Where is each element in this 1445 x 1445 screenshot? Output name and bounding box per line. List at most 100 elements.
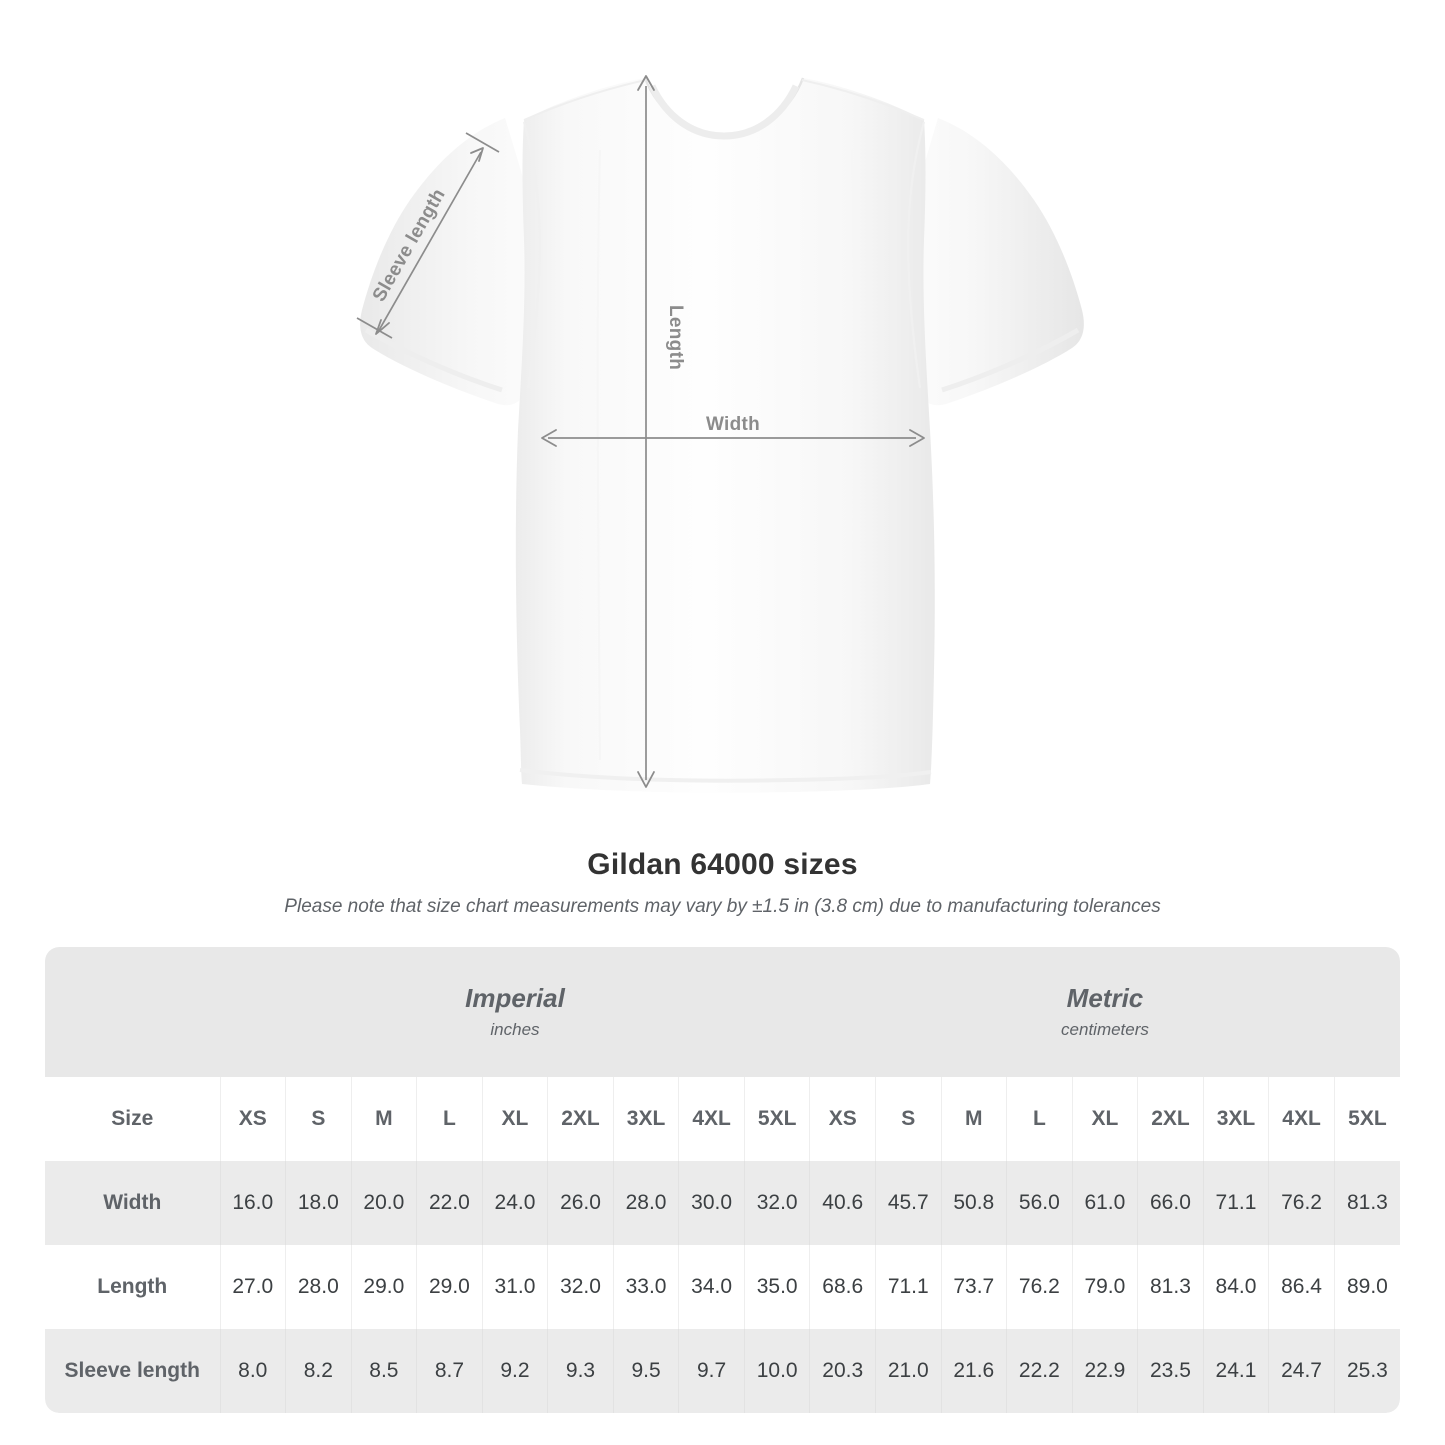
- size-header-cell: 4XL: [1268, 1077, 1335, 1161]
- value-cell: 68.6: [809, 1245, 876, 1329]
- value-cell: 9.2: [481, 1329, 548, 1413]
- value-cell: 20.0: [350, 1161, 417, 1245]
- width-arrow-right: [909, 429, 925, 447]
- value-cell: 31.0: [481, 1245, 548, 1329]
- value-cell: 8.2: [285, 1329, 352, 1413]
- value-cell: 73.7: [940, 1245, 1007, 1329]
- value-cell: 24.1: [1202, 1329, 1269, 1413]
- value-cell: 22.9: [1071, 1329, 1138, 1413]
- value-cell: 81.3: [1137, 1245, 1204, 1329]
- value-cell: 84.0: [1202, 1245, 1269, 1329]
- size-table-container: Imperial inches Metric centimeters Size …: [45, 947, 1400, 1413]
- value-cell: 21.6: [940, 1329, 1007, 1413]
- table-row-length: Length 27.0 28.0 29.0 29.0 31.0 32.0 33.…: [45, 1245, 1400, 1329]
- value-cell: 34.0: [678, 1245, 745, 1329]
- value-cell: 24.7: [1268, 1329, 1335, 1413]
- size-table: Imperial inches Metric centimeters Size …: [45, 947, 1400, 1413]
- size-header-cell: 4XL: [678, 1077, 745, 1161]
- unit-metric-cell: Metric centimeters: [809, 947, 1400, 1077]
- value-cell: 50.8: [940, 1161, 1007, 1245]
- length-arrow-up: [637, 75, 655, 91]
- size-header-cell: XL: [481, 1077, 548, 1161]
- row-label-length: Length: [45, 1245, 220, 1329]
- value-cell: 22.0: [416, 1161, 483, 1245]
- table-row-size: Size XS S M L XL 2XL 3XL 4XL 5XL XS S M …: [45, 1077, 1400, 1161]
- value-cell: 71.1: [874, 1245, 942, 1329]
- value-cell: 29.0: [416, 1245, 483, 1329]
- size-header-cell: XL: [1071, 1077, 1138, 1161]
- size-header-cell: 3XL: [1202, 1077, 1269, 1161]
- length-arrow-down: [637, 771, 655, 788]
- unit-banner-row: Imperial inches Metric centimeters: [45, 947, 1400, 1077]
- value-cell: 26.0: [547, 1161, 614, 1245]
- table-row-width: Width 16.0 18.0 20.0 22.0 24.0 26.0 28.0…: [45, 1161, 1400, 1245]
- size-header-cell: 2XL: [547, 1077, 614, 1161]
- length-label: Length: [665, 305, 686, 370]
- value-cell: 56.0: [1006, 1161, 1073, 1245]
- value-cell: 40.6: [809, 1161, 876, 1245]
- value-cell: 21.0: [874, 1329, 942, 1413]
- value-cell: 10.0: [743, 1329, 810, 1413]
- row-label-size: Size: [45, 1077, 220, 1161]
- row-label-width: Width: [45, 1161, 220, 1245]
- size-header-cell: 2XL: [1137, 1077, 1204, 1161]
- unit-imperial-cell: Imperial inches: [220, 947, 810, 1077]
- size-header-cell: 3XL: [612, 1077, 679, 1161]
- row-label-sleeve-length: Sleeve length: [45, 1329, 220, 1413]
- value-cell: 81.3: [1333, 1161, 1400, 1245]
- value-cell: 20.3: [809, 1329, 876, 1413]
- size-header-cell: M: [350, 1077, 417, 1161]
- value-cell: 18.0: [285, 1161, 352, 1245]
- unit-metric-sub: centimeters: [1061, 1020, 1149, 1039]
- length-dimension: Length: [637, 75, 686, 788]
- unit-banner-spacer: [45, 947, 220, 1077]
- value-cell: 9.7: [678, 1329, 745, 1413]
- value-cell: 76.2: [1268, 1161, 1335, 1245]
- size-header-cell: S: [874, 1077, 942, 1161]
- value-cell: 35.0: [743, 1245, 810, 1329]
- sleeve-arrow-up: [470, 147, 484, 162]
- value-cell: 22.2: [1006, 1329, 1073, 1413]
- tshirt-diagram: Length Width Sleeve length: [356, 75, 1084, 793]
- value-cell: 71.1: [1202, 1161, 1269, 1245]
- value-cell: 86.4: [1268, 1245, 1335, 1329]
- size-header-cell: 5XL: [743, 1077, 810, 1161]
- value-cell: 76.2: [1006, 1245, 1073, 1329]
- value-cell: 30.0: [678, 1161, 745, 1245]
- width-label: Width: [706, 414, 760, 435]
- unit-imperial-name: Imperial: [465, 983, 565, 1013]
- value-cell: 32.0: [547, 1245, 614, 1329]
- value-cell: 29.0: [350, 1245, 417, 1329]
- tshirt-silhouette: [360, 77, 1084, 793]
- size-header-cell: L: [1006, 1077, 1073, 1161]
- unit-metric-name: Metric: [1066, 983, 1144, 1013]
- value-cell: 32.0: [743, 1161, 810, 1245]
- size-header-cell: XS: [219, 1077, 286, 1161]
- size-header-cell: S: [285, 1077, 352, 1161]
- value-cell: 9.5: [612, 1329, 679, 1413]
- tolerance-note: Please note that size chart measurements…: [284, 896, 1161, 917]
- value-cell: 28.0: [285, 1245, 352, 1329]
- value-cell: 24.0: [481, 1161, 548, 1245]
- value-cell: 8.0: [219, 1329, 286, 1413]
- width-arrow-left: [541, 429, 557, 447]
- sleeve-arrow-down: [375, 319, 390, 335]
- page-title: Gildan 64000 sizes: [587, 848, 858, 881]
- chart-heading: Gildan 64000 sizes Please note that size…: [0, 845, 1445, 923]
- value-cell: 89.0: [1333, 1245, 1400, 1329]
- sleeve-tick-top: [465, 132, 500, 153]
- value-cell: 9.3: [547, 1329, 614, 1413]
- value-cell: 66.0: [1137, 1161, 1204, 1245]
- value-cell: 61.0: [1071, 1161, 1138, 1245]
- value-cell: 25.3: [1333, 1329, 1400, 1413]
- sleeve-tick-bottom: [356, 317, 393, 339]
- value-cell: 27.0: [219, 1245, 286, 1329]
- value-cell: 8.5: [350, 1329, 417, 1413]
- size-header-cell: M: [940, 1077, 1007, 1161]
- size-header-cell: 5XL: [1333, 1077, 1400, 1161]
- table-row-sleeve-length: Sleeve length 8.0 8.2 8.5 8.7 9.2 9.3 9.…: [45, 1329, 1400, 1413]
- value-cell: 33.0: [612, 1245, 679, 1329]
- value-cell: 28.0: [612, 1161, 679, 1245]
- unit-imperial-sub: inches: [490, 1020, 540, 1039]
